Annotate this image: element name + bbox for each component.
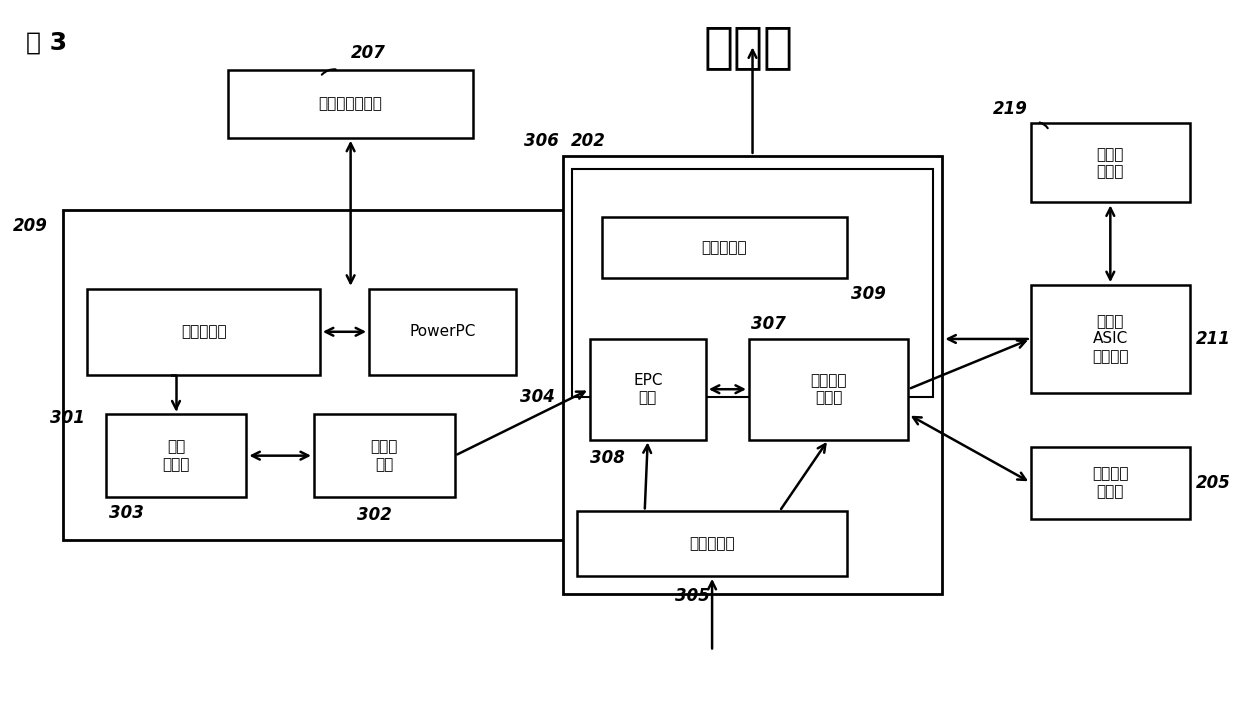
Text: 303: 303 — [109, 504, 144, 522]
Text: 调度器
存储器: 调度器 存储器 — [1097, 147, 1124, 180]
Text: 帧变更逻辑: 帧变更逻辑 — [701, 240, 747, 255]
Text: 202: 202 — [571, 132, 606, 150]
Text: 分组
缓冲器: 分组 缓冲器 — [162, 440, 190, 472]
Bar — [590, 339, 706, 440]
Bar — [1031, 123, 1189, 203]
Text: 211: 211 — [1196, 330, 1232, 348]
Text: 301: 301 — [50, 410, 84, 428]
Bar — [105, 415, 247, 497]
Text: 数据流: 数据流 — [704, 23, 794, 71]
Bar — [369, 288, 515, 375]
Text: 302: 302 — [357, 506, 392, 524]
Bar — [602, 217, 847, 278]
Text: 数据仓库
判優器: 数据仓库 判優器 — [810, 373, 846, 405]
Bar — [563, 156, 943, 594]
Text: 接收控制器: 接收控制器 — [689, 536, 735, 551]
Text: 304: 304 — [519, 388, 555, 406]
Text: 219: 219 — [994, 99, 1028, 118]
Text: 图 3: 图 3 — [26, 30, 67, 54]
Text: 205: 205 — [1196, 474, 1232, 492]
Text: PowerPC: PowerPC — [409, 324, 476, 340]
Bar — [577, 511, 847, 576]
Bar — [313, 415, 455, 497]
Bar — [748, 339, 908, 440]
Text: 307: 307 — [751, 315, 787, 333]
Text: 306: 306 — [524, 132, 559, 150]
Text: 305: 305 — [675, 587, 710, 605]
Text: 309: 309 — [850, 285, 886, 303]
Text: 209: 209 — [14, 217, 48, 235]
Bar — [1031, 285, 1189, 393]
Text: 协议处理器: 协议处理器 — [181, 324, 227, 340]
Text: 流据流
接口: 流据流 接口 — [370, 440, 398, 472]
Bar — [1031, 447, 1189, 518]
Text: 308: 308 — [590, 449, 624, 466]
Text: 调度器
ASIC
（可选）: 调度器 ASIC （可选） — [1092, 314, 1129, 364]
Text: 控制仓库存储器: 控制仓库存储器 — [318, 96, 383, 111]
Bar — [87, 288, 320, 375]
Text: EPC
接口: EPC 接口 — [633, 373, 663, 405]
Text: 数据仓库
存储器: 数据仓库 存储器 — [1092, 466, 1129, 499]
Text: 207: 207 — [351, 44, 385, 62]
Bar — [572, 169, 933, 397]
Bar — [228, 70, 473, 138]
Bar — [63, 210, 565, 540]
